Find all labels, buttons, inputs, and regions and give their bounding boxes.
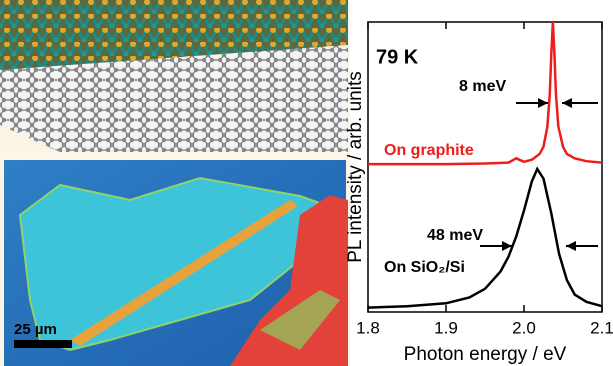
x-axis-label: Photon energy / eV <box>404 344 567 365</box>
x-tick-label: 2.1 <box>590 318 613 337</box>
annotation: 48 meV <box>427 227 483 244</box>
x-tick-label: 1.9 <box>434 318 458 337</box>
microscope-image: 25 µm <box>4 160 348 366</box>
lattice-image <box>0 0 348 152</box>
annotation: 8 meV <box>459 78 506 95</box>
x-tick-label: 2.0 <box>512 318 536 337</box>
scale-bar <box>14 340 72 348</box>
series-label: On SiO₂/Si <box>384 259 465 276</box>
figure: 25 µm 1.8 1.9 2.0 2.1 Photon energy / eV PL i… <box>0 0 613 366</box>
annotation: 79 K <box>376 46 419 68</box>
scale-bar-label: 25 µm <box>14 321 57 338</box>
series-label: On graphite <box>384 142 474 159</box>
x-tick-label: 1.8 <box>356 318 380 337</box>
figure-svg: 25 µm 1.8 1.9 2.0 2.1 Photon energy / eV PL i… <box>0 0 613 366</box>
y-axis-label: PL intensity / arb. units <box>345 71 366 263</box>
